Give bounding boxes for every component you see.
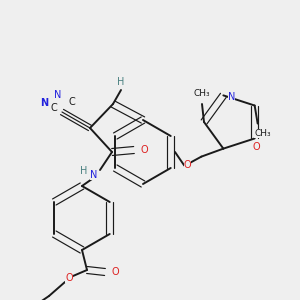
- Text: O: O: [253, 142, 260, 152]
- Text: N: N: [54, 90, 62, 100]
- Text: O: O: [184, 160, 191, 170]
- Text: H: H: [80, 166, 88, 176]
- Text: CH₃: CH₃: [254, 129, 271, 138]
- Text: O: O: [65, 273, 73, 283]
- Text: N: N: [40, 98, 48, 108]
- Text: O: O: [111, 267, 119, 277]
- Text: O: O: [140, 145, 148, 155]
- Text: CH₃: CH₃: [194, 89, 210, 98]
- Text: N: N: [228, 92, 235, 102]
- Text: C: C: [51, 103, 57, 113]
- Text: N: N: [90, 170, 98, 180]
- Text: C: C: [69, 97, 75, 107]
- Text: H: H: [117, 77, 125, 87]
